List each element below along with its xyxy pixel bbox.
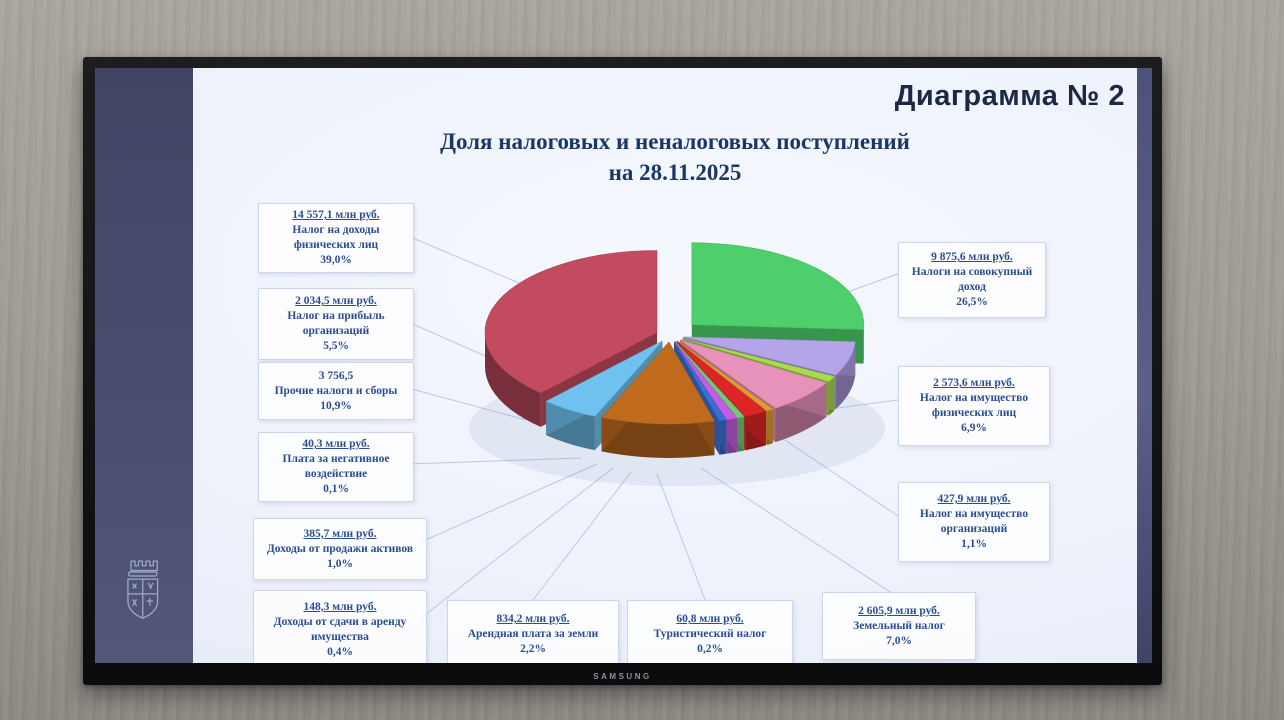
label-name: Налог на имущество организаций <box>919 508 1029 535</box>
label-turisticheskiy-nalog: 60,8 млн руб. Туристический налог 0,2% <box>627 600 793 663</box>
label-arendnaya-plata: 834,2 млн руб. Арендная плата за земли 2… <box>447 600 619 663</box>
label-imushchestvo-organizaciy: 427,9 млн руб. Налог на имущество органи… <box>898 482 1050 562</box>
label-value: 9 875,6 млн руб. <box>931 251 1013 263</box>
label-name: Арендная плата за земли <box>467 628 599 640</box>
label-pct: 39,0% <box>320 254 352 266</box>
label-dohody-ot-prodazhi: 385,7 млн руб. Доходы от продажи активов… <box>253 518 427 580</box>
label-pct: 1,1% <box>961 538 987 550</box>
label-pct: 2,2% <box>520 643 546 655</box>
label-plata-za-negativnoe: 40,3 млн руб. Плата за негативное воздей… <box>258 432 414 502</box>
label-value: 427,9 млн руб. <box>937 493 1011 505</box>
label-value: 385,7 млн руб. <box>303 527 377 540</box>
label-name: Прочие налоги и сборы <box>274 384 398 397</box>
label-name: Земельный налог <box>853 619 945 632</box>
label-value: 14 557,1 млн руб. <box>292 209 380 221</box>
label-pct: 10,9% <box>320 399 352 412</box>
label-prochie-nalogi: 3 756,5 Прочие налоги и сборы 10,9% <box>258 362 414 420</box>
label-pct: 1,0% <box>327 557 353 570</box>
label-zemelnyy-nalog: 2 605,9 млн руб. Земельный налог 7,0% <box>822 592 976 660</box>
presentation-slide: Диаграмма № 2 Доля налоговых и неналогов… <box>193 68 1137 663</box>
label-name: Плата за негативное воздействие <box>282 453 390 480</box>
label-value: 834,2 млн руб. <box>496 613 570 625</box>
tv-frame: Диаграмма № 2 Доля налоговых и неналогов… <box>83 57 1162 685</box>
label-imushchestvo-fizlic: 2 573,6 млн руб. Налог на имущество физи… <box>898 366 1050 446</box>
label-value: 2 605,9 млн руб. <box>858 604 940 617</box>
label-value: 60,8 млн руб. <box>676 613 744 625</box>
label-nalog-na-dohody-fizlic: 14 557,1 млн руб. Налог на доходы физиче… <box>258 203 414 273</box>
label-pct: 0,1% <box>323 483 349 495</box>
pie-chart-3d <box>469 242 885 486</box>
label-value: 2 573,6 млн руб. <box>933 377 1015 389</box>
slide-left-navy-band <box>95 68 193 663</box>
samsung-logo: SAMSUNG <box>593 672 652 681</box>
label-pct: 0,4% <box>327 645 353 658</box>
label-name: Налог на доходы физических лиц <box>292 224 380 251</box>
label-pct: 0,2% <box>697 643 723 655</box>
label-value: 3 756,5 <box>318 369 354 382</box>
label-name: Налог на прибыль организаций <box>287 310 385 337</box>
label-value: 148,3 млн руб. <box>303 600 377 613</box>
chart-title-line1: Доля налоговых и неналоговых поступлений <box>440 129 910 154</box>
label-name: Налоги на совокупный доход <box>911 266 1033 293</box>
label-name: Налог на имущество физических лиц <box>919 392 1029 419</box>
label-dohody-ot-sdachi: 148,3 млн руб. Доходы от сдачи в аренду … <box>253 590 427 663</box>
label-value: 40,3 млн руб. <box>302 438 370 450</box>
tv-screen: Диаграмма № 2 Доля налоговых и неналогов… <box>95 68 1152 663</box>
label-value: 2 034,5 млн руб. <box>295 295 377 307</box>
label-nalog-na-pribyl: 2 034,5 млн руб. Налог на прибыль органи… <box>258 288 414 360</box>
label-pct: 6,9% <box>961 422 987 434</box>
label-name: Доходы от продажи активов <box>266 542 414 555</box>
chart-title: Доля налоговых и неналоговых поступлений… <box>253 126 1097 188</box>
label-pct: 7,0% <box>886 634 912 647</box>
label-name: Доходы от сдачи в аренду имущества <box>273 615 407 643</box>
label-sovokupnyy-dohod: 9 875,6 млн руб. Налоги на совокупный до… <box>898 242 1046 318</box>
label-pct: 26,5% <box>956 296 988 308</box>
label-name: Туристический налог <box>653 628 767 640</box>
label-pct: 5,5% <box>323 340 349 352</box>
slide-right-navy-band <box>1137 68 1152 663</box>
chart-title-line2: на 28.11.2025 <box>608 160 742 185</box>
city-crest-icon <box>127 560 159 619</box>
slide-header: Диаграмма № 2 <box>894 80 1125 112</box>
